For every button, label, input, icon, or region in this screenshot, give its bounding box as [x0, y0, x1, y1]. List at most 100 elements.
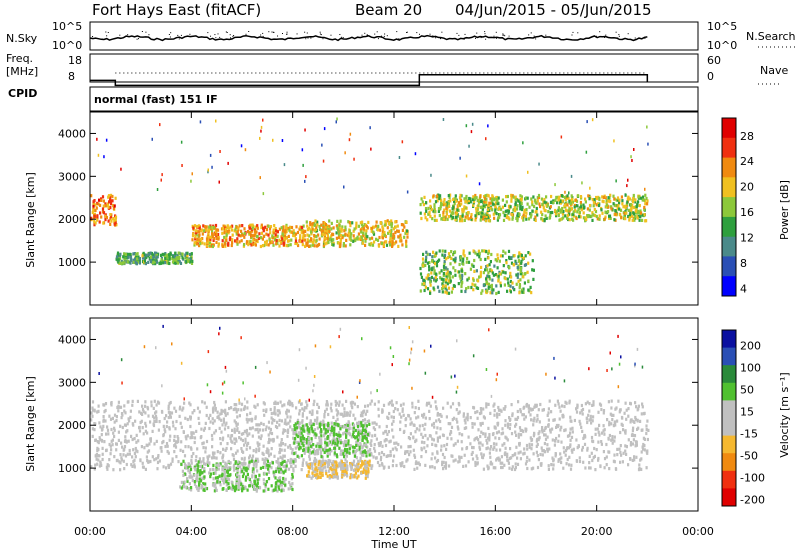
- heatmap-cell: [566, 203, 569, 207]
- heatmap-cell: [511, 217, 514, 221]
- heatmap-cell: [409, 450, 412, 454]
- heatmap-cell: [207, 240, 210, 245]
- heatmap-cell: [154, 411, 157, 415]
- heatmap-cell: [490, 252, 493, 257]
- heatmap-cell: [294, 458, 297, 462]
- heatmap-cell: [558, 208, 561, 212]
- heatmap-cell: [437, 207, 441, 211]
- heatmap-speckle: [215, 119, 217, 123]
- heatmap-cell: [157, 252, 160, 256]
- heatmap-cell: [362, 231, 365, 235]
- heatmap-speckle: [470, 130, 473, 134]
- heatmap-cell: [209, 472, 212, 476]
- heatmap-cell: [230, 243, 233, 248]
- heatmap-cell: [335, 453, 338, 457]
- heatmap-cell: [192, 232, 195, 237]
- heatmap-cell: [252, 463, 255, 467]
- heatmap-speckle: [401, 140, 404, 144]
- heatmap-cell: [303, 408, 306, 412]
- heatmap-cell: [222, 417, 225, 421]
- noise-search-dot: [341, 36, 343, 38]
- heatmap-cell: [424, 258, 428, 262]
- noise-search-dot: [577, 32, 579, 34]
- heatmap-cell: [238, 240, 241, 244]
- heatmap-cell: [263, 471, 266, 475]
- heatmap-cell: [249, 230, 252, 235]
- heatmap-cell: [614, 407, 617, 411]
- heatmap-cell: [278, 483, 281, 487]
- heatmap-cell: [324, 225, 327, 229]
- heatmap-speckle: [244, 148, 247, 152]
- heatmap-cell: [624, 444, 627, 448]
- heatmap-cell: [215, 236, 218, 240]
- noise-search-dot: [106, 35, 108, 37]
- heatmap-cell: [608, 216, 611, 220]
- heatmap-cell: [291, 428, 294, 432]
- heatmap-cell: [255, 461, 258, 465]
- heatmap-cell: [447, 255, 450, 260]
- heatmap-cell: [184, 253, 187, 257]
- heatmap-cell: [284, 429, 287, 433]
- heatmap-cell: [132, 423, 135, 427]
- heatmap-cell: [100, 438, 103, 443]
- heatmap-cell: [445, 447, 448, 451]
- heatmap-cell: [571, 426, 574, 430]
- heatmap-cell: [570, 194, 573, 198]
- heatmap-cell: [104, 204, 107, 208]
- heatmap-cell: [303, 451, 306, 455]
- heatmap-cell: [557, 197, 560, 201]
- heatmap-cell: [598, 217, 601, 221]
- heatmap-cell: [637, 404, 640, 408]
- heatmap-cell: [555, 214, 558, 218]
- heatmap-cell: [166, 259, 170, 263]
- heatmap-cell: [338, 223, 341, 227]
- heatmap-cell: [221, 231, 224, 235]
- heatmap-cell: [103, 440, 106, 444]
- heatmap-cell: [618, 410, 621, 414]
- heatmap-cell: [116, 251, 120, 255]
- heatmap-cell: [501, 205, 504, 209]
- heatmap-cell: [134, 419, 137, 423]
- heatmap-cell: [620, 195, 623, 199]
- heatmap-cell: [282, 225, 285, 229]
- noise-search-dot: [476, 32, 478, 34]
- heatmap-cell: [605, 205, 608, 209]
- heatmap-cell: [397, 442, 400, 447]
- heatmap-cell: [415, 416, 418, 420]
- heatmap-cell: [269, 225, 273, 229]
- heatmap-cell: [309, 221, 312, 225]
- heatmap-cell: [485, 405, 488, 409]
- heatmap-cell: [478, 211, 481, 215]
- heatmap-cell: [109, 213, 112, 217]
- heatmap-cell: [512, 208, 515, 212]
- heatmap-cell: [236, 468, 239, 473]
- heatmap-cell: [294, 232, 298, 236]
- heatmap-cell: [394, 230, 397, 235]
- heatmap-cell: [492, 288, 495, 292]
- heatmap-cell: [316, 426, 319, 430]
- heatmap-cell: [90, 465, 93, 469]
- heatmap-cell: [222, 459, 225, 463]
- heatmap-cell: [560, 217, 563, 221]
- heatmap-cell: [449, 199, 452, 203]
- heatmap-cell: [373, 449, 377, 453]
- heatmap-cell: [235, 240, 238, 244]
- heatmap-cell: [465, 260, 468, 264]
- heatmap-cell: [99, 438, 102, 442]
- heatmap-cell: [396, 224, 399, 228]
- heatmap-cell: [246, 433, 249, 438]
- heatmap-cell: [271, 461, 274, 465]
- heatmap-cell: [632, 206, 635, 210]
- heatmap-cell: [228, 406, 231, 411]
- heatmap-cell: [459, 215, 462, 219]
- heatmap-cell: [578, 215, 581, 219]
- heatmap-cell: [385, 424, 388, 429]
- heatmap-cell: [282, 476, 285, 481]
- heatmap-cell: [216, 476, 219, 480]
- heatmap-cell: [321, 232, 324, 237]
- heatmap-cell: [439, 419, 442, 424]
- noise-search-dot: [268, 31, 270, 33]
- heatmap-cell: [290, 464, 293, 468]
- heatmap-cell: [178, 255, 181, 259]
- heatmap-cell: [606, 418, 609, 422]
